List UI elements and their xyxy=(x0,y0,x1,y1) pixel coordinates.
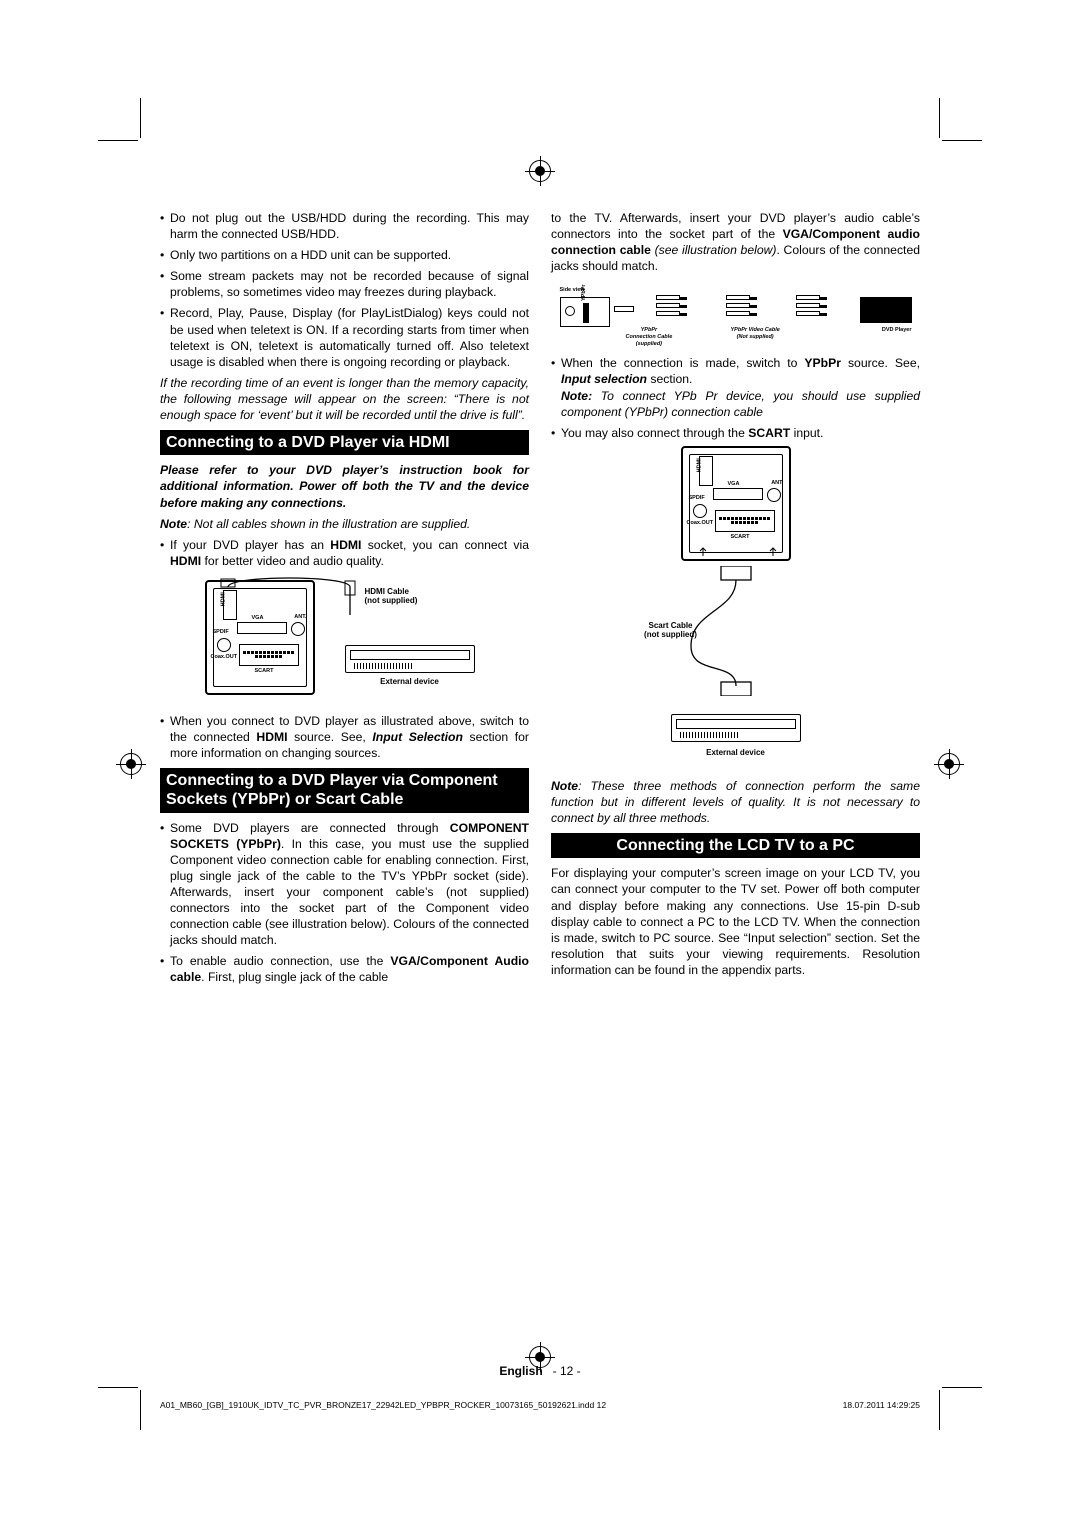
registration-mark-icon xyxy=(120,753,142,775)
single-jack-icon xyxy=(614,306,634,312)
text: (not supplied) xyxy=(365,596,418,606)
tv-side-icon xyxy=(560,297,610,327)
note-label: Note xyxy=(160,517,187,531)
list-item: Some stream packets may not be recorded … xyxy=(160,268,529,300)
footer-language: English xyxy=(499,1364,542,1378)
tv-back-panel-icon: HDMI VGA ANT SPDIF Coax.OUT SCART xyxy=(681,446,791,561)
crop-mark xyxy=(140,1390,141,1430)
triple-jack-icon xyxy=(726,295,750,316)
dvd-player-icon xyxy=(860,297,912,323)
hdmi-note: Note: Not all cables shown in the illust… xyxy=(160,516,529,532)
cable-label: Scart Cable (not supplied) xyxy=(636,621,706,640)
text: section. xyxy=(647,372,692,386)
text: input. xyxy=(790,426,823,440)
crop-mark xyxy=(939,1390,940,1430)
cable-label: YPbPr Video Cable (Not supplied) xyxy=(731,327,780,340)
note-body: : Not all cables shown in the illustrati… xyxy=(187,517,470,531)
text: Input Selection xyxy=(372,730,463,744)
text: HDMI xyxy=(170,554,201,568)
left-column: Do not plug out the USB/HDD during the r… xyxy=(160,210,529,1328)
text: Scart Cable xyxy=(636,621,706,631)
arrow-icon xyxy=(683,448,793,563)
text: (see illustration below) xyxy=(651,243,777,257)
text: If your DVD player has an xyxy=(170,538,330,552)
list-item: You may also connect through the SCART i… xyxy=(551,425,920,441)
registration-mark-icon xyxy=(938,753,960,775)
crop-mark xyxy=(98,140,138,141)
triple-jack-icon xyxy=(656,295,680,316)
list-item: When the connection is made, switch to Y… xyxy=(551,355,920,419)
text: YPbPr Video Cable xyxy=(731,327,780,334)
text: (Not supplied) xyxy=(731,334,780,341)
list-item: Only two partitions on a HDD unit can be… xyxy=(160,247,529,263)
text: To connect YPb Pr device, you should use… xyxy=(561,389,920,419)
text: Input selection xyxy=(561,372,647,386)
text: YPbPr xyxy=(804,356,841,370)
crop-mark xyxy=(140,98,141,138)
crop-mark xyxy=(942,1387,982,1388)
text: SCART xyxy=(748,426,790,440)
figure-hdmi: HDMI VGA ANT. SPDIF Coax.OUT SCART HDMI … xyxy=(195,575,495,705)
text: source. See, xyxy=(288,730,373,744)
cable-label: YPbPr Connection Cable (supplied) xyxy=(626,327,673,347)
text: To enable audio connection, use the xyxy=(170,954,390,968)
list-item: If your DVD player has an HDMI socket, y… xyxy=(160,537,529,569)
section-heading-ypbpr: Connecting to a DVD Player via Component… xyxy=(160,768,529,812)
label: DVD Player xyxy=(882,327,912,334)
section-heading-hdmi: Connecting to a DVD Player via HDMI xyxy=(160,430,529,455)
text: source. See, xyxy=(841,356,920,370)
text: : These three methods of connection perf… xyxy=(551,779,920,825)
note-text: If the recording time of an event is lon… xyxy=(160,375,529,423)
text: HDMI xyxy=(256,730,287,744)
list-item: To enable audio connection, use the VGA/… xyxy=(160,953,529,985)
text: Note: xyxy=(561,389,592,403)
imprint-line: A01_MB60_[GB]_1910UK_IDTV_TC_PVR_BRONZE1… xyxy=(160,1400,920,1410)
list-item: Do not plug out the USB/HDD during the r… xyxy=(160,210,529,242)
device-label: External device xyxy=(365,677,455,687)
triple-jack-icon xyxy=(796,295,820,316)
text: for better video and audio quality. xyxy=(201,554,384,568)
text: YPbPr xyxy=(626,327,673,334)
list-item: Some DVD players are connected through C… xyxy=(160,820,529,949)
continuation-text: to the TV. Afterwards, insert your DVD p… xyxy=(551,210,920,274)
footer-page-number: - 12 - xyxy=(553,1364,581,1378)
device-label: External device xyxy=(636,748,836,758)
text: HDMI xyxy=(330,538,361,552)
text: HDMI Cable xyxy=(365,587,418,597)
pc-paragraph: For displaying your computer’s screen im… xyxy=(551,865,920,978)
page-content: Do not plug out the USB/HDD during the r… xyxy=(160,210,920,1328)
list-item: Record, Play, Pause, Display (for PlayLi… xyxy=(160,305,529,369)
text: When the connection is made, switch to xyxy=(561,356,804,370)
text: You may also connect through the xyxy=(561,426,748,440)
right-column: to the TV. Afterwards, insert your DVD p… xyxy=(551,210,920,1328)
text: Some DVD players are connected through xyxy=(170,821,450,835)
crop-mark xyxy=(939,98,940,138)
external-device-icon xyxy=(345,645,475,673)
text: (supplied) xyxy=(626,341,673,348)
page-footer: English - 12 - xyxy=(160,1364,920,1378)
imprint-timestamp: 18.07.2011 14:29:25 xyxy=(843,1400,920,1410)
text: . First, plug single jack of the cable xyxy=(201,970,388,984)
text: Connection Cable xyxy=(626,334,673,341)
hdmi-warning: Please refer to your DVD player’s instru… xyxy=(160,462,529,510)
imprint-filename: A01_MB60_[GB]_1910UK_IDTV_TC_PVR_BRONZE1… xyxy=(160,1400,606,1410)
crop-mark xyxy=(98,1387,138,1388)
external-device-icon xyxy=(671,714,801,742)
cable-label: HDMI Cable (not supplied) xyxy=(365,587,418,606)
registration-mark-icon xyxy=(529,160,551,182)
text: (not supplied) xyxy=(636,630,706,640)
section-heading-pc: Connecting the LCD TV to a PC xyxy=(551,833,920,858)
figure-ypbpr: Side view YPbPr xyxy=(556,279,916,349)
list-item: When you connect to DVD player as illust… xyxy=(160,713,529,761)
text: . In this case, you must use the supplie… xyxy=(170,837,529,948)
figure-scart: HDMI VGA ANT SPDIF Coax.OUT SCART xyxy=(636,446,836,776)
text: Note xyxy=(551,779,578,793)
crop-mark xyxy=(942,140,982,141)
text: socket, you can connect via xyxy=(361,538,529,552)
label: YPbPr xyxy=(581,285,588,302)
note-text: Note: These three methods of connection … xyxy=(551,778,920,826)
